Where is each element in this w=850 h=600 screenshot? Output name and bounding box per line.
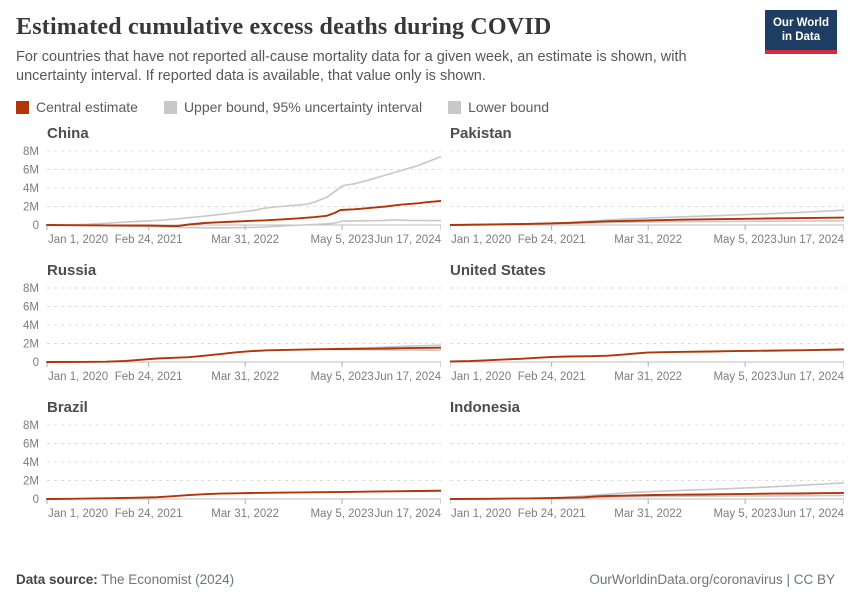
- chart-canvas-china[interactable]: Jan 1, 2020 Feb 24, 2021 Mar 31, 2022 May 5…: [8, 145, 441, 249]
- svg-text:May 5, 2023: May 5, 2023: [713, 234, 776, 246]
- svg-text:Jun 17, 2024: Jun 17, 2024: [374, 371, 441, 383]
- legend-item-upper-bound[interactable]: Upper bound, 95% uncertainty interval: [163, 99, 423, 116]
- panel-title-china: China: [47, 125, 89, 143]
- svg-text:Jun 17, 2024: Jun 17, 2024: [374, 508, 441, 520]
- panel-title-indonesia: Indonesia: [450, 399, 521, 417]
- svg-text:0: 0: [33, 494, 39, 506]
- svg-text:Jun 17, 2024: Jun 17, 2024: [777, 234, 844, 246]
- upper-bound-swatch-icon: [163, 100, 177, 114]
- svg-text:8M: 8M: [23, 420, 39, 432]
- panel-brazil: Brazil Jan 1, 2020 Feb 24, 2021 Mar 31, 20…: [8, 399, 441, 523]
- page-title: Estimated cumulative excess deaths durin…: [16, 14, 552, 40]
- panel-title-pakistan: Pakistan: [450, 125, 512, 143]
- panel-indonesia: Indonesia Jan 1, 2020 Feb 24, 2021 Mar 31,…: [450, 399, 844, 523]
- data-source-value: The Economist (2024): [97, 572, 235, 587]
- svg-text:0: 0: [33, 357, 39, 369]
- svg-text:May 5, 2023: May 5, 2023: [310, 371, 373, 383]
- svg-text:Feb 24, 2021: Feb 24, 2021: [518, 508, 586, 520]
- panel-title-brazil: Brazil: [47, 399, 88, 417]
- svg-text:Jan 1, 2020: Jan 1, 2020: [48, 371, 108, 383]
- panel-russia: Russia Jan 1, 2020 Feb 24, 2021 Mar 31, 20…: [8, 262, 441, 386]
- svg-text:Jan 1, 2020: Jan 1, 2020: [451, 234, 511, 246]
- svg-text:4M: 4M: [23, 183, 39, 195]
- svg-text:4M: 4M: [23, 457, 39, 469]
- svg-text:Jan 1, 2020: Jan 1, 2020: [48, 508, 108, 520]
- svg-text:May 5, 2023: May 5, 2023: [713, 508, 776, 520]
- svg-text:2M: 2M: [23, 476, 39, 488]
- svg-text:8M: 8M: [23, 283, 39, 295]
- panel-title-russia: Russia: [47, 262, 97, 280]
- svg-text:Jan 1, 2020: Jan 1, 2020: [451, 508, 511, 520]
- chart-canvas-indonesia[interactable]: Jan 1, 2020 Feb 24, 2021 Mar 31, 2022 May 5…: [450, 419, 844, 523]
- panel-pakistan: Pakistan Jan 1, 2020 Feb 24, 2021 Mar 31, …: [450, 125, 844, 249]
- chart-canvas-brazil[interactable]: Jan 1, 2020 Feb 24, 2021 Mar 31, 2022 May 5…: [8, 419, 441, 523]
- svg-text:May 5, 2023: May 5, 2023: [310, 508, 373, 520]
- svg-text:Mar 31, 2022: Mar 31, 2022: [211, 508, 279, 520]
- data-source: Data source: The Economist (2024): [16, 572, 234, 587]
- small-multiples-grid: China Jan 1, 2020 Feb 24, 2021 Mar 31, 202…: [8, 125, 844, 523]
- svg-text:Feb 24, 2021: Feb 24, 2021: [518, 234, 586, 246]
- svg-text:Mar 31, 2022: Mar 31, 2022: [614, 371, 682, 383]
- chart-header: Estimated cumulative excess deaths durin…: [0, 0, 850, 86]
- svg-text:6M: 6M: [23, 439, 39, 451]
- svg-text:Feb 24, 2021: Feb 24, 2021: [115, 508, 183, 520]
- svg-text:0: 0: [33, 220, 39, 232]
- legend-label: Central estimate: [36, 99, 138, 116]
- svg-text:Jun 17, 2024: Jun 17, 2024: [374, 234, 441, 246]
- svg-text:2M: 2M: [23, 339, 39, 351]
- legend-item-lower-bound[interactable]: Lower bound: [448, 99, 549, 115]
- legend-item-central-estimate[interactable]: Central estimate: [16, 99, 138, 115]
- svg-text:6M: 6M: [23, 165, 39, 177]
- chart-subtitle: For countries that have not reported all…: [16, 49, 687, 85]
- svg-text:Mar 31, 2022: Mar 31, 2022: [211, 371, 279, 383]
- owid-logo-line1: Our World: [772, 17, 829, 29]
- svg-text:Jan 1, 2020: Jan 1, 2020: [48, 234, 108, 246]
- svg-text:4M: 4M: [23, 320, 39, 332]
- chart-canvas-united-states[interactable]: Jan 1, 2020 Feb 24, 2021 Mar 31, 2022 May 5…: [450, 282, 844, 386]
- svg-text:Feb 24, 2021: Feb 24, 2021: [115, 234, 183, 246]
- legend-label: Upper bound, 95% uncertainty interval: [183, 99, 423, 116]
- chart-footer: Data source: The Economist (2024) OurWor…: [16, 572, 835, 587]
- panel-china: China Jan 1, 2020 Feb 24, 2021 Mar 31, 202…: [8, 125, 441, 249]
- svg-text:Feb 24, 2021: Feb 24, 2021: [518, 371, 586, 383]
- svg-text:Mar 31, 2022: Mar 31, 2022: [614, 508, 682, 520]
- panel-united-states: United States Jan 1, 2020 Feb 24, 2021 Mar…: [450, 262, 844, 386]
- svg-text:Feb 24, 2021: Feb 24, 2021: [115, 371, 183, 383]
- svg-text:May 5, 2023: May 5, 2023: [310, 234, 373, 246]
- chart-legend: Central estimate Upper bound, 95% uncert…: [16, 99, 834, 115]
- svg-text:Jan 1, 2020: Jan 1, 2020: [451, 371, 511, 383]
- chart-canvas-pakistan[interactable]: Jan 1, 2020 Feb 24, 2021 Mar 31, 2022 May 5…: [450, 145, 844, 249]
- lower-bound-swatch-icon: [448, 100, 462, 114]
- svg-text:8M: 8M: [23, 146, 39, 158]
- data-source-label: Data source:: [16, 572, 98, 587]
- svg-text:Jun 17, 2024: Jun 17, 2024: [777, 371, 844, 383]
- svg-text:Jun 17, 2024: Jun 17, 2024: [777, 508, 844, 520]
- owid-logo-line2: in Data: [781, 31, 821, 44]
- central-estimate-swatch-icon: [16, 100, 29, 114]
- owid-logo[interactable]: Our World in Data: [764, 10, 837, 54]
- owid-link[interactable]: OurWorldinData.org/coronavirus | CC BY: [589, 572, 835, 587]
- svg-text:2M: 2M: [23, 202, 39, 214]
- svg-text:May 5, 2023: May 5, 2023: [713, 371, 776, 383]
- svg-text:Mar 31, 2022: Mar 31, 2022: [211, 234, 279, 246]
- svg-text:Mar 31, 2022: Mar 31, 2022: [614, 234, 682, 246]
- svg-text:6M: 6M: [23, 302, 39, 314]
- legend-label: Lower bound: [468, 99, 550, 116]
- chart-canvas-russia[interactable]: Jan 1, 2020 Feb 24, 2021 Mar 31, 2022 May 5…: [8, 282, 441, 386]
- panel-title-united-states: United States: [450, 262, 546, 280]
